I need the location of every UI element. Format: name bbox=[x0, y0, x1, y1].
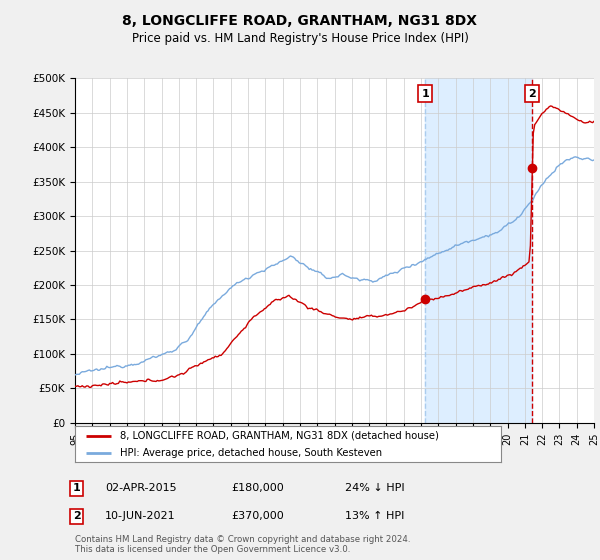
Text: £370,000: £370,000 bbox=[231, 511, 284, 521]
Text: 10-JUN-2021: 10-JUN-2021 bbox=[105, 511, 176, 521]
Text: £180,000: £180,000 bbox=[231, 483, 284, 493]
Text: HPI: Average price, detached house, South Kesteven: HPI: Average price, detached house, Sout… bbox=[120, 448, 382, 458]
Text: 1: 1 bbox=[73, 483, 80, 493]
Text: 1: 1 bbox=[421, 88, 429, 99]
Text: 8, LONGCLIFFE ROAD, GRANTHAM, NG31 8DX: 8, LONGCLIFFE ROAD, GRANTHAM, NG31 8DX bbox=[122, 14, 478, 28]
Text: 02-APR-2015: 02-APR-2015 bbox=[105, 483, 176, 493]
Text: Contains HM Land Registry data © Crown copyright and database right 2024.
This d: Contains HM Land Registry data © Crown c… bbox=[75, 535, 410, 554]
Text: Price paid vs. HM Land Registry's House Price Index (HPI): Price paid vs. HM Land Registry's House … bbox=[131, 32, 469, 45]
Text: 8, LONGCLIFFE ROAD, GRANTHAM, NG31 8DX (detached house): 8, LONGCLIFFE ROAD, GRANTHAM, NG31 8DX (… bbox=[120, 431, 439, 441]
Bar bbox=[425, 78, 532, 423]
Text: 2: 2 bbox=[529, 88, 536, 99]
Text: 2: 2 bbox=[73, 511, 80, 521]
Text: 24% ↓ HPI: 24% ↓ HPI bbox=[345, 483, 404, 493]
Text: 13% ↑ HPI: 13% ↑ HPI bbox=[345, 511, 404, 521]
